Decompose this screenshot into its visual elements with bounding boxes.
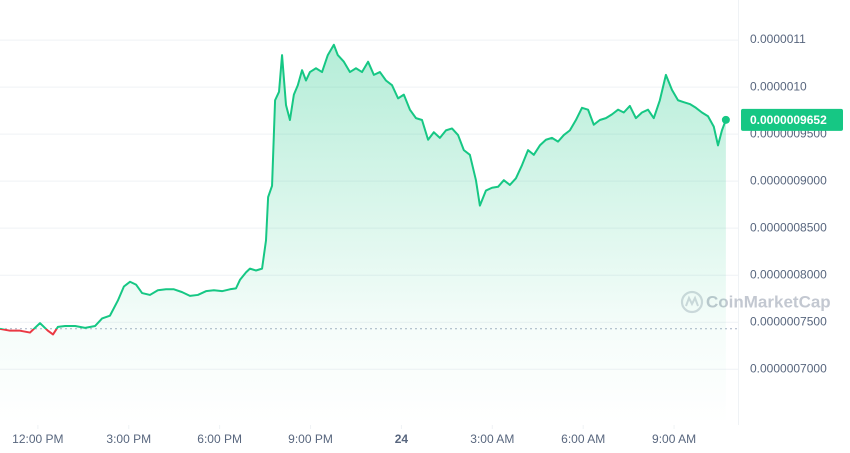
y-tick-label: 0.0000007000 <box>750 361 827 375</box>
last-point <box>721 115 730 124</box>
x-tick-label: 6:00 AM <box>561 432 605 446</box>
x-tick-label: 3:00 PM <box>106 432 151 446</box>
y-tick-label: 0.0000010 <box>750 79 807 93</box>
x-tick-label: 24 <box>395 432 409 446</box>
y-tick-label: 0.0000008500 <box>750 220 827 234</box>
x-tick-label: 9:00 PM <box>288 432 333 446</box>
x-tick-label: 12:00 PM <box>12 432 63 446</box>
y-tick-label: 0.0000011 <box>750 32 806 46</box>
watermark: CoinMarketCap <box>706 292 831 311</box>
y-tick-label: 0.0000007500 <box>750 314 827 328</box>
price-line <box>0 43 727 336</box>
price-area <box>0 44 726 426</box>
y-tick-label: 0.0000009000 <box>750 173 827 187</box>
y-tick-label: 0.0000008000 <box>750 267 827 281</box>
x-tick-label: 3:00 AM <box>470 432 514 446</box>
current-price-label: 0.0000009652 <box>750 113 827 127</box>
current-price-badge <box>741 108 843 131</box>
x-tick-label: 6:00 PM <box>197 432 242 446</box>
x-tick-label: 9:00 AM <box>652 432 696 446</box>
